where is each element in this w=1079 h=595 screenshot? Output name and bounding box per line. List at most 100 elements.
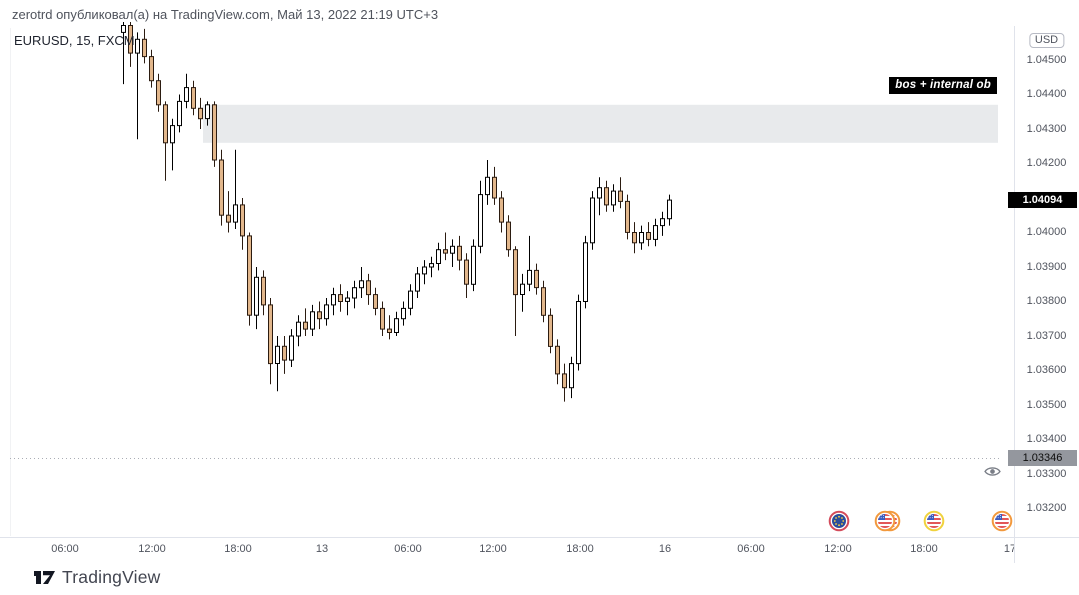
candle [373,287,378,316]
candle [625,194,630,240]
time-tick-label: 12:00 [479,543,507,555]
candle [212,101,217,167]
candle [520,273,525,312]
candle [555,339,560,385]
candle [170,118,175,171]
time-tick-label: 13 [315,543,329,555]
candle [492,166,497,205]
tradingview-brand-link[interactable]: TradingView [62,567,161,587]
candle [135,32,140,140]
candle [156,73,161,112]
candle [352,280,357,309]
candle [597,177,602,216]
price-tick-label: 1.03300 [1026,468,1067,480]
price-tick-label: 1.03200 [1026,502,1067,514]
candle [366,273,371,305]
candle [149,49,154,88]
order-block-zone [203,104,998,143]
candle [338,284,343,312]
candle [275,336,280,392]
candle [226,191,231,233]
candle [261,270,266,316]
candle [282,336,287,374]
candle [219,149,224,226]
candle [632,222,637,254]
candle [121,22,126,85]
time-tick-label: 18:00 [910,543,938,555]
candle [513,246,518,336]
tradingview-logo-icon[interactable] [33,570,57,586]
candle [457,235,462,271]
price-tick-label: 1.04000 [1026,226,1067,238]
candle [576,294,581,371]
time-tick-label: 06:00 [394,543,422,555]
time-tick-label: 16 [658,543,672,555]
time-tick-label: 06:00 [737,543,765,555]
candle [142,28,147,64]
price-line-badge: 1.03346 [1008,450,1077,466]
candle [653,218,658,247]
price-tick-label: 1.03600 [1026,364,1067,376]
candle [415,267,420,298]
price-tick-label: 1.04200 [1026,157,1067,169]
candle [254,267,259,330]
candle [667,194,672,226]
candle [177,94,182,133]
candle [289,329,294,367]
candle [464,253,469,298]
price-tick-label: 1.04500 [1026,54,1067,66]
candle [310,304,315,336]
candle [240,198,245,250]
candle [408,284,413,316]
candle [618,177,623,209]
candle [296,315,301,347]
candle [233,149,238,229]
price-tick-label: 1.03400 [1026,433,1067,445]
candle [660,211,665,236]
candle [422,260,427,285]
candle [604,180,609,212]
candle [450,239,455,267]
candlestick-chart [10,22,1002,536]
candle [324,298,329,326]
publish-byline: zerotrd опубликовал(а) на TradingView.co… [12,7,439,22]
candle [534,263,539,295]
time-tick-label: 12:00 [824,543,852,555]
candle [436,242,441,271]
eye-icon[interactable] [984,465,1001,483]
candle [569,356,574,399]
time-tick-label: 18:00 [224,543,252,555]
us-event-flag-icon[interactable] [990,509,1014,538]
time-axis-separator [0,537,1079,538]
candle [331,287,336,316]
candle [541,280,546,323]
price-tick-label: 1.03700 [1026,330,1067,342]
price-tick-label: 1.03500 [1026,399,1067,411]
time-axis: 06:00 12:00 18:00 13 06:00 12:00 18:00 16 06:00 1… [0,537,1014,563]
price-tick-label: 1.03900 [1026,261,1067,273]
candle [198,97,203,129]
us-event-flag-icon[interactable] [873,509,903,538]
currency-badge[interactable]: USD [1028,33,1065,48]
candle [128,22,133,67]
candle [387,315,392,340]
eu-event-flag-icon[interactable] [827,509,851,538]
last-price-badge: 1.04094 [1008,192,1077,208]
candle [317,301,322,330]
time-tick-label: 18:00 [566,543,594,555]
candle [548,308,553,354]
candle [590,191,595,250]
candle [247,232,252,326]
candle [268,298,273,385]
candle [303,308,308,336]
price-tick-label: 1.03800 [1026,295,1067,307]
us-event-flag-icon[interactable] [922,509,946,538]
candle [562,363,567,402]
candle [611,184,616,212]
candle [639,225,644,250]
price-axis-separator [1014,26,1015,563]
candle [205,101,210,126]
candle [359,267,364,298]
candle [499,191,504,233]
